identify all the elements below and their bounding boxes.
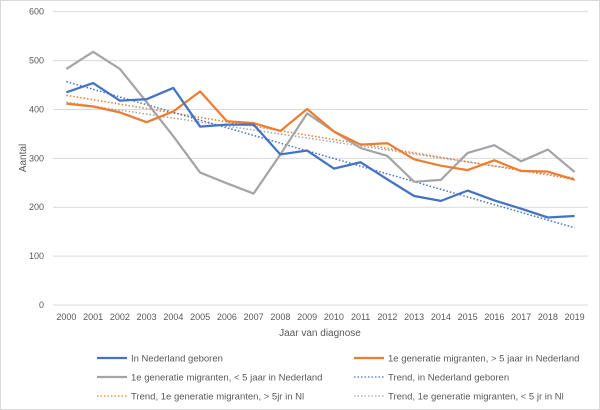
legend-label: Trend, 1e generatie migranten, < 5 jr in… — [388, 392, 564, 403]
legend-item[interactable]: 1e generatie migranten, < 5 jaar in Nede… — [97, 373, 322, 384]
legend-label: 1e generatie migranten, > 5 jaar in Nede… — [388, 354, 579, 365]
y-tick-label: 200 — [29, 202, 44, 212]
trendline-5 — [66, 101, 575, 179]
y-tick-label: 500 — [29, 56, 44, 66]
legend-item[interactable]: Trend, 1e generatie migranten, < 5 jr in… — [354, 392, 564, 403]
y-tick-label: 0 — [39, 300, 44, 310]
x-tick-label: 2000 — [56, 312, 76, 322]
x-tick-label: 2006 — [217, 312, 237, 322]
legend-label: Trend, in Nederland geboren — [388, 373, 509, 384]
y-tick-label: 100 — [29, 251, 44, 261]
y-axis-ticks: 0 100 200 300 400 500 600 — [29, 7, 44, 310]
x-tick-label: 2005 — [190, 312, 210, 322]
y-axis-title: Aantal — [18, 144, 29, 172]
x-tick-label: 2015 — [458, 312, 478, 322]
x-axis-title: Jaar van diagnose — [279, 328, 361, 339]
series-lines — [65, 50, 576, 229]
x-tick-label: 2009 — [297, 312, 317, 322]
x-tick-label: 2004 — [163, 312, 183, 322]
x-tick-label: 2012 — [377, 312, 397, 322]
trendline-3 — [66, 80, 575, 229]
trendline-4 — [66, 94, 575, 181]
legend-label: In Nederland geboren — [131, 354, 223, 365]
legend-item[interactable]: Trend, 1e generatie migranten, > 5jr in … — [97, 392, 304, 403]
x-tick-label: 2018 — [538, 312, 558, 322]
x-tick-label: 2007 — [244, 312, 264, 322]
x-tick-label: 2014 — [431, 312, 451, 322]
x-tick-label: 2003 — [137, 312, 157, 322]
x-tick-label: 2013 — [404, 312, 424, 322]
series-line-2 — [65, 50, 576, 195]
legend-item[interactable]: 1e generatie migranten, > 5 jaar in Nede… — [354, 354, 579, 365]
x-tick-label: 2019 — [565, 312, 585, 322]
x-tick-label: 2017 — [511, 312, 531, 322]
x-tick-label: 2008 — [270, 312, 290, 322]
gridlines — [53, 11, 588, 306]
series-line-0 — [66, 81, 575, 219]
x-tick-label: 2002 — [110, 312, 130, 322]
x-axis-ticks: 2000 2001 2002 2003 2004 2005 2006 2007 2008 2009… — [56, 312, 584, 322]
y-tick-label: 400 — [29, 104, 44, 114]
legend-label: 1e generatie migranten, < 5 jaar in Nede… — [131, 373, 322, 384]
legend-label: Trend, 1e generatie migranten, > 5jr in … — [131, 392, 304, 403]
x-tick-label: 2001 — [83, 312, 103, 322]
y-tick-label: 600 — [29, 7, 44, 17]
x-tick-label: 2011 — [351, 312, 370, 322]
y-tick-label: 300 — [29, 153, 44, 163]
legend-item[interactable]: In Nederland geboren — [97, 354, 223, 365]
series-line-1 — [66, 90, 575, 181]
legend-item[interactable]: Trend, in Nederland geboren — [354, 373, 509, 384]
x-tick-label: 2016 — [484, 312, 504, 322]
x-tick-label: 2010 — [324, 312, 344, 322]
legend: In Nederland geboren 1e generatie migrant… — [97, 354, 579, 403]
